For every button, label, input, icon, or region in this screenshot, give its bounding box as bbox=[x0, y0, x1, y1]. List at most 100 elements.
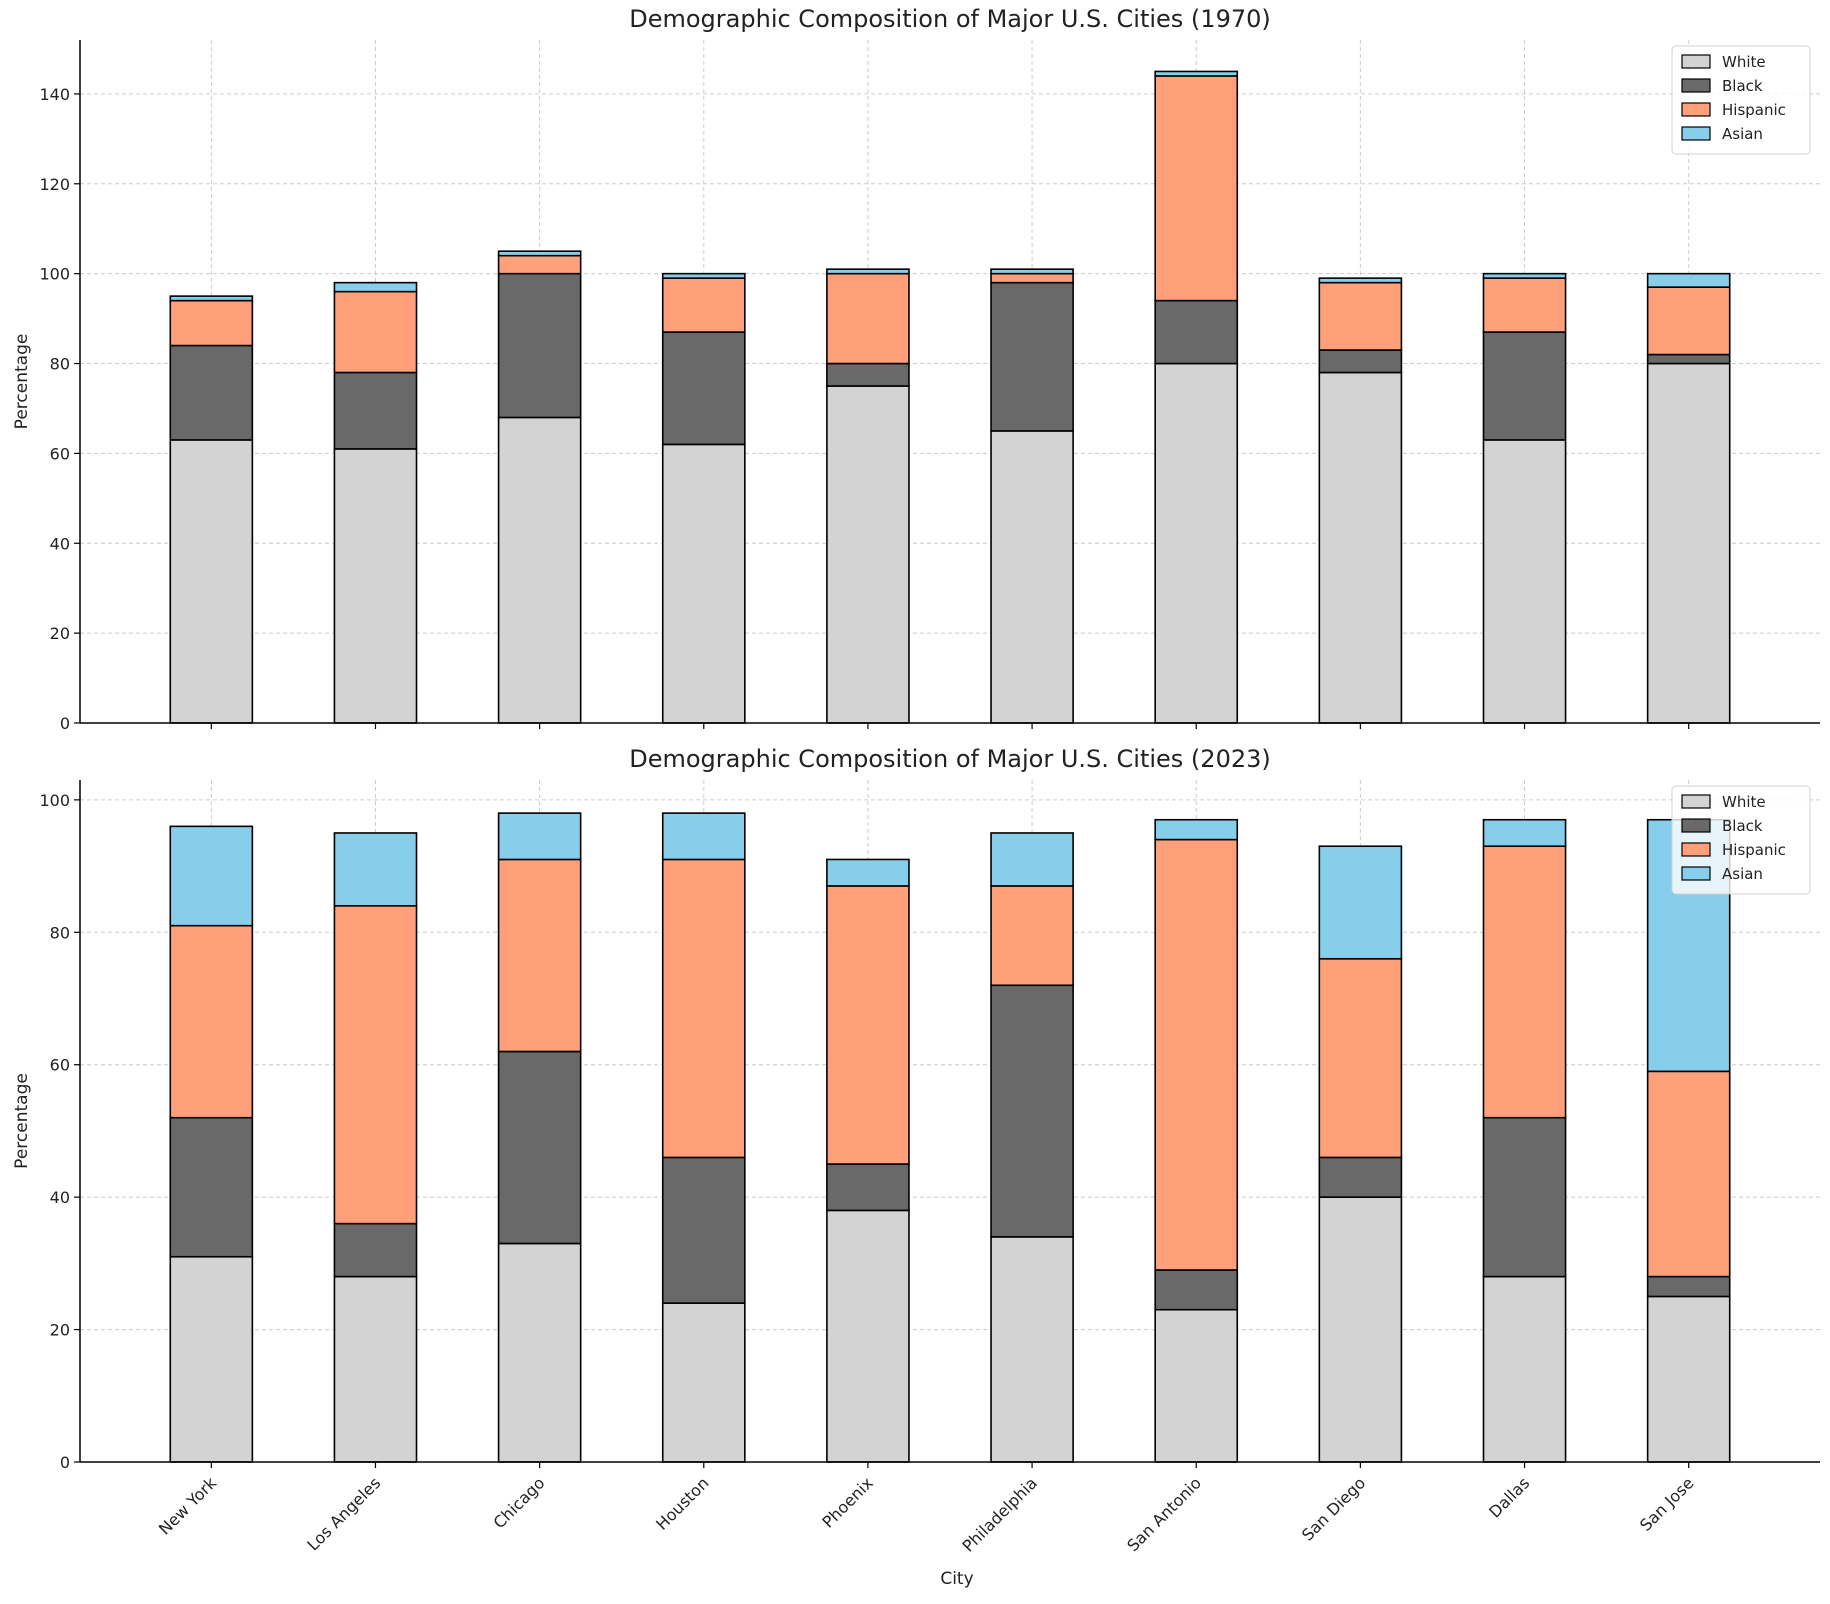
bar-hispanic-new-york bbox=[169, 299, 254, 347]
bar-black-san-antonio bbox=[1154, 299, 1239, 365]
bar-hispanic-dallas bbox=[1482, 277, 1567, 333]
y-tick-label: 0 bbox=[60, 1453, 70, 1472]
bar-hispanic-los-angeles bbox=[333, 290, 418, 374]
y-tick-label: 140 bbox=[39, 85, 70, 104]
y-axis-label: Percentage bbox=[12, 334, 32, 430]
bar-black-san-diego bbox=[1318, 349, 1403, 374]
legend-label: White bbox=[1722, 793, 1766, 811]
bar-black-los-angeles bbox=[333, 1222, 418, 1278]
bar-white-new-york bbox=[169, 439, 254, 724]
bar-asian-chicago bbox=[497, 812, 582, 861]
bar-asian-new-york bbox=[169, 295, 254, 302]
bar-white-houston bbox=[661, 443, 746, 724]
y-tick-label: 0 bbox=[60, 714, 70, 733]
bar-black-san-jose bbox=[1646, 1275, 1731, 1298]
legend-swatch bbox=[1681, 818, 1711, 833]
bar-hispanic-houston bbox=[661, 277, 746, 333]
bar-white-new-york bbox=[169, 1255, 254, 1463]
chart-title: Demographic Composition of Major U.S. Ci… bbox=[629, 745, 1270, 773]
bar-hispanic-houston bbox=[661, 858, 746, 1159]
y-tick-label: 40 bbox=[50, 534, 70, 553]
x-tick-label: Chicago bbox=[490, 1473, 549, 1532]
bar-white-dallas bbox=[1482, 439, 1567, 724]
bar-black-los-angeles bbox=[333, 371, 418, 450]
bar-white-san-antonio bbox=[1154, 362, 1239, 724]
x-tick-label: New York bbox=[155, 1473, 221, 1539]
bar-white-san-jose bbox=[1646, 362, 1731, 724]
bar-black-houston bbox=[661, 331, 746, 446]
bar-hispanic-san-antonio bbox=[1154, 838, 1239, 1271]
x-tick-label: Phoenix bbox=[818, 1473, 876, 1531]
chart-panel-2023: Demographic Composition of Major U.S. Ci… bbox=[12, 745, 1820, 1556]
y-tick-label: 120 bbox=[39, 175, 70, 194]
bar-asian-san-diego bbox=[1318, 845, 1403, 960]
bar-black-san-diego bbox=[1318, 1156, 1403, 1198]
bar-black-houston bbox=[661, 1156, 746, 1304]
bar-asian-los-angeles bbox=[333, 832, 418, 907]
bar-asian-san-jose bbox=[1646, 272, 1731, 288]
bar-white-phoenix bbox=[826, 1209, 910, 1463]
bar-asian-phoenix bbox=[826, 858, 910, 887]
bar-hispanic-philadelphia bbox=[990, 272, 1074, 284]
bar-white-houston bbox=[661, 1302, 746, 1463]
bar-asian-chicago bbox=[497, 250, 582, 257]
legend-label: Asian bbox=[1722, 125, 1763, 143]
bar-black-san-antonio bbox=[1154, 1269, 1239, 1311]
bar-asian-phoenix bbox=[826, 268, 910, 275]
legend-swatch bbox=[1681, 78, 1711, 93]
chart-panel-1970: Demographic Composition of Major U.S. Ci… bbox=[12, 5, 1820, 733]
y-tick-label: 80 bbox=[50, 355, 70, 374]
bar-white-dallas bbox=[1482, 1275, 1567, 1463]
bar-asian-dallas bbox=[1482, 272, 1567, 279]
y-axis-label: Percentage bbox=[12, 1073, 32, 1169]
bar-white-philadelphia bbox=[990, 1236, 1074, 1463]
bar-black-chicago bbox=[497, 272, 582, 419]
bar-hispanic-phoenix bbox=[826, 885, 910, 1165]
bar-hispanic-los-angeles bbox=[333, 905, 418, 1225]
x-tick-label: San Diego bbox=[1298, 1473, 1369, 1544]
chart-title: Demographic Composition of Major U.S. Ci… bbox=[629, 5, 1270, 33]
bar-hispanic-philadelphia bbox=[990, 885, 1074, 987]
bar-black-chicago bbox=[497, 1050, 582, 1245]
y-tick-label: 20 bbox=[50, 624, 70, 643]
bar-hispanic-san-jose bbox=[1646, 286, 1731, 356]
bar-white-los-angeles bbox=[333, 1275, 418, 1463]
y-tick-label: 100 bbox=[39, 265, 70, 284]
legend-swatch bbox=[1681, 102, 1711, 117]
bar-white-san-antonio bbox=[1154, 1308, 1239, 1463]
legend-label: Black bbox=[1722, 817, 1763, 835]
bar-hispanic-san-jose bbox=[1646, 1070, 1731, 1278]
y-tick-label: 60 bbox=[50, 444, 70, 463]
bar-hispanic-dallas bbox=[1482, 845, 1567, 1119]
x-tick-label: Dallas bbox=[1485, 1473, 1533, 1521]
bar-black-new-york bbox=[169, 344, 254, 441]
bar-hispanic-san-antonio bbox=[1154, 75, 1239, 302]
bar-white-san-jose bbox=[1646, 1295, 1731, 1463]
x-tick-label: San Antonio bbox=[1123, 1473, 1205, 1555]
bar-asian-san-diego bbox=[1318, 277, 1403, 284]
bar-asian-philadelphia bbox=[990, 832, 1074, 887]
bar-black-phoenix bbox=[826, 1163, 910, 1212]
bar-white-chicago bbox=[497, 1242, 582, 1463]
x-tick-label: Philadelphia bbox=[959, 1473, 1041, 1555]
legend-swatch bbox=[1681, 54, 1711, 69]
bar-white-san-diego bbox=[1318, 371, 1403, 724]
legend-label: Black bbox=[1722, 77, 1763, 95]
x-tick-label: Los Angeles bbox=[303, 1473, 384, 1554]
legend-label: Hispanic bbox=[1722, 101, 1786, 119]
y-tick-label: 40 bbox=[50, 1188, 70, 1207]
legend-label: White bbox=[1722, 53, 1766, 71]
bar-white-los-angeles bbox=[333, 448, 418, 724]
x-axis-label: City bbox=[940, 1569, 973, 1589]
bar-white-san-diego bbox=[1318, 1196, 1403, 1463]
bar-black-philadelphia bbox=[990, 281, 1074, 432]
bar-asian-dallas bbox=[1482, 818, 1567, 848]
legend-label: Asian bbox=[1722, 865, 1763, 883]
bar-asian-houston bbox=[661, 812, 746, 861]
bar-white-philadelphia bbox=[990, 430, 1074, 724]
bar-asian-houston bbox=[661, 272, 746, 279]
x-tick-label: Houston bbox=[652, 1473, 712, 1533]
y-tick-label: 60 bbox=[50, 1056, 70, 1075]
y-tick-label: 20 bbox=[50, 1321, 70, 1340]
